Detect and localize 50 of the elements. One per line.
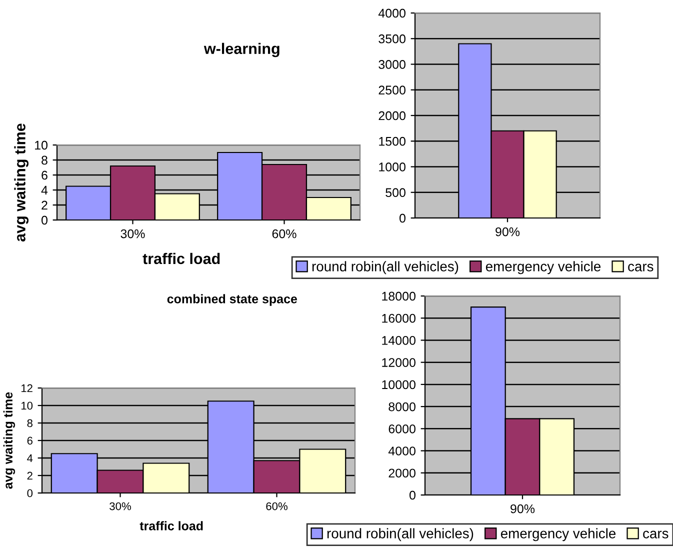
y-tick-label: 4000	[378, 8, 406, 18]
y-tick-label: 4	[27, 454, 33, 462]
y-tick-label: 0	[410, 490, 416, 500]
y-tick-label: 18000	[382, 292, 416, 301]
y-tick-label: 12000	[382, 358, 416, 367]
y-tick-label: 2500	[378, 86, 406, 95]
chart-title: combined state space	[167, 294, 298, 306]
legend-label: emergency vehicle	[500, 528, 616, 542]
y-tick-label: 6	[27, 436, 32, 445]
x-tick-label: 90%	[510, 504, 535, 514]
y-tick-label: 10000	[382, 380, 416, 390]
y-tick-label: 4	[41, 186, 48, 195]
y-tick-label: 8	[42, 156, 48, 165]
y-tick-label: 0	[27, 489, 33, 498]
y-tick-label: 1500	[379, 136, 406, 146]
y-tick-label: 2000	[378, 111, 406, 120]
y-tick-label: 6	[42, 170, 48, 180]
x-tick-label: 30%	[120, 229, 145, 238]
y-tick-label: 0	[400, 214, 406, 223]
chart-title: w-learning	[204, 42, 280, 58]
y-tick-label: 1000	[379, 162, 406, 172]
y-tick-label: 3500	[378, 34, 406, 44]
legend-label: cars	[628, 264, 654, 272]
legend-label: round robin(all vehicles)	[312, 261, 458, 274]
x-tick-label: 60%	[266, 502, 288, 510]
legend-label: round robin(all vehicles)	[327, 528, 474, 542]
x-tick-label: 60%	[272, 229, 296, 238]
y-tick-label: 2	[27, 472, 32, 480]
legend-label: cars	[643, 530, 668, 538]
y-tick-label: 2000	[388, 468, 416, 478]
x-axis-title: traffic load	[140, 521, 203, 530]
y-tick-label: 8000	[388, 402, 416, 412]
y-tick-label: 0	[42, 216, 48, 225]
x-tick-label: 30%	[110, 502, 131, 510]
x-axis-title: traffic load	[142, 252, 220, 264]
legend-label: emergency vehicle	[486, 261, 601, 274]
y-axis-title: avg waiting time	[14, 124, 29, 242]
x-tick-label: 90%	[496, 227, 520, 236]
y-tick-label: 4000	[388, 446, 416, 456]
y-tick-label: 10	[35, 140, 48, 150]
y-tick-label: 14000	[382, 336, 416, 345]
y-tick-label: 12	[21, 384, 32, 392]
y-tick-label: 500	[386, 188, 406, 198]
y-tick-label: 2	[42, 200, 48, 210]
y-tick-label: 6000	[388, 424, 416, 434]
y-tick-label: 10	[21, 402, 33, 410]
y-tick-label: 8	[27, 419, 32, 428]
y-tick-label: 3000	[378, 60, 406, 69]
y-axis-title: avg waiting time	[3, 392, 16, 489]
y-tick-label: 16000	[382, 314, 416, 323]
